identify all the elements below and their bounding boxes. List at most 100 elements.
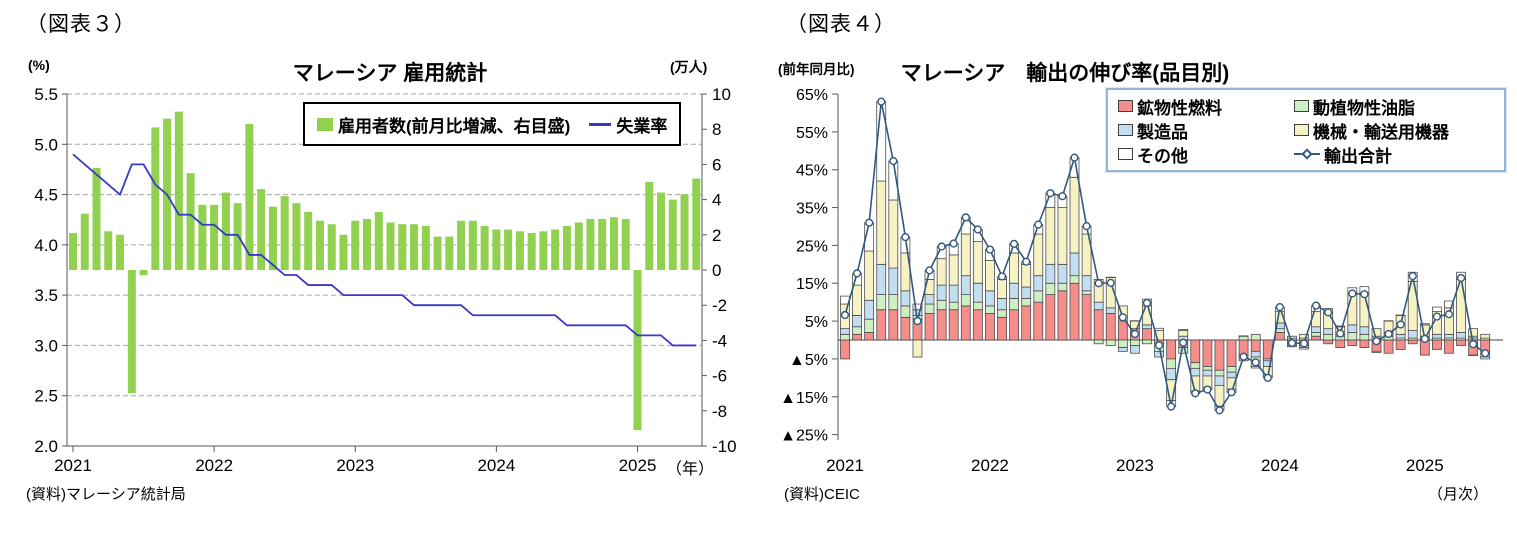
unemployment-legend-label: 失業率 <box>616 116 668 136</box>
stack-segment-manufactured <box>852 315 862 328</box>
export-total-marker <box>1215 406 1224 415</box>
employment-bar <box>445 236 454 270</box>
employment-bar <box>504 229 513 270</box>
stack-segment-oils <box>1057 282 1068 292</box>
stack-segment-manufactured <box>948 284 959 303</box>
y-right-tick-label: -4 <box>712 331 727 350</box>
stack-segment-other <box>1299 347 1309 350</box>
x-year-label: 2024 <box>477 456 515 475</box>
y-tick-label: 35% <box>796 201 828 218</box>
employment-bar <box>480 226 489 270</box>
employment-bar <box>363 218 372 270</box>
y-left-tick-label: 2.5 <box>34 387 58 406</box>
stack-segment-oils <box>997 309 1007 318</box>
stack-segment-manufactured <box>1105 307 1116 314</box>
export-total-marker <box>1384 329 1393 339</box>
figure3-tag: （図表３） <box>26 12 136 36</box>
employment-bar <box>668 199 677 270</box>
unemployment-line-swatch <box>589 122 612 126</box>
y-right-tick-label: 10 <box>712 85 731 104</box>
stack-segment-oils <box>1226 366 1237 373</box>
y-right-tick-label: -8 <box>712 402 727 421</box>
stack-segment-fuels <box>1311 335 1321 341</box>
export-total-marker <box>1275 302 1284 312</box>
employment-bar <box>315 220 324 270</box>
stack-segment-manufactured <box>1081 275 1092 292</box>
stack-segment-manufactured <box>924 294 935 305</box>
export-total-marker <box>925 266 934 275</box>
stack-segment-manufactured <box>1045 263 1056 284</box>
export-total-marker <box>1420 334 1429 343</box>
stack-segment-fuels <box>985 313 995 341</box>
stack-segment-manufactured <box>1323 328 1334 335</box>
stack-segment-oils <box>960 294 971 307</box>
figure4-y-axis-label: (前年同月比) <box>778 62 855 77</box>
stack-segment-oils <box>888 294 899 311</box>
stack-segment-fuels <box>1431 339 1442 350</box>
machinery-label: 機械・輸送用機器 <box>1313 122 1449 142</box>
stack-segment-oils <box>1009 297 1020 311</box>
stack-segment-manufactured <box>1190 367 1201 377</box>
employment-bar <box>80 213 89 270</box>
stack-segment-oils <box>972 301 983 311</box>
legend-item-total: 輸出合計 <box>1294 142 1494 166</box>
oils-swatch <box>1294 100 1309 112</box>
export-total-marker <box>997 272 1007 281</box>
export-total-marker <box>1348 289 1357 298</box>
stack-segment-other <box>1431 306 1442 313</box>
export-total-marker <box>937 242 946 251</box>
stack-segment-other <box>1178 329 1189 331</box>
export-total-marker <box>1046 189 1055 198</box>
employment-bar <box>645 182 654 270</box>
employment-bar <box>562 226 571 270</box>
export-total-marker <box>1130 329 1140 339</box>
y-right-tick-label: -6 <box>712 367 727 386</box>
stack-segment-manufactured <box>1130 345 1140 354</box>
fuels-label: 鉱物性燃料 <box>1137 98 1222 118</box>
y-left-tick-label: 5.0 <box>34 135 58 154</box>
employment-bar <box>492 229 501 270</box>
export-total-marker <box>1191 389 1200 398</box>
stack-segment-oils <box>864 318 875 333</box>
stack-segment-fuels <box>1009 309 1020 341</box>
stack-segment-other <box>1154 327 1164 331</box>
export-total-marker <box>889 156 898 166</box>
stack-segment-manufactured <box>1021 286 1032 299</box>
stack-segment-oils <box>1069 275 1080 284</box>
stack-segment-machinery <box>912 339 923 358</box>
figure3-legend: 雇用者数(前月比増減、右目盛) 失業率 <box>303 102 682 146</box>
y-tick-label: 45% <box>796 163 828 180</box>
export-total-marker <box>1372 337 1381 346</box>
y-tick-label: 5% <box>805 314 828 331</box>
stack-segment-fuels <box>972 309 983 341</box>
export-total-marker <box>1469 340 1478 349</box>
employment-bar <box>621 218 630 270</box>
employment-bar <box>139 270 148 276</box>
employment-bar <box>421 226 430 270</box>
stack-segment-manufactured <box>997 297 1007 311</box>
stack-segment-machinery <box>888 199 899 269</box>
export-total-marker <box>1070 153 1079 162</box>
stack-segment-manufactured <box>1057 263 1068 284</box>
x-year-label: 2023 <box>1116 456 1154 475</box>
y-tick-label: 65% <box>796 87 828 104</box>
export-total-marker <box>1336 329 1345 338</box>
stack-segment-oils <box>1250 333 1261 341</box>
employment-bar <box>410 224 419 270</box>
stack-segment-fuels <box>1347 339 1358 347</box>
export-total-marker <box>1010 239 1019 248</box>
stack-segment-fuels <box>1323 339 1334 345</box>
export-total-marker <box>1444 310 1454 319</box>
stack-segment-machinery <box>1299 333 1309 339</box>
stack-segment-manufactured <box>972 282 983 303</box>
stack-segment-manufactured <box>1093 301 1104 311</box>
stack-segment-machinery <box>864 250 875 301</box>
legend-item-other: その他 <box>1118 142 1294 166</box>
employment-bar <box>657 192 666 270</box>
stack-segment-oils <box>1033 290 1044 303</box>
stack-segment-oils <box>1081 290 1092 295</box>
stack-segment-machinery <box>972 241 983 284</box>
y-tick-label: 25% <box>796 238 828 255</box>
other-label: その他 <box>1137 146 1188 166</box>
